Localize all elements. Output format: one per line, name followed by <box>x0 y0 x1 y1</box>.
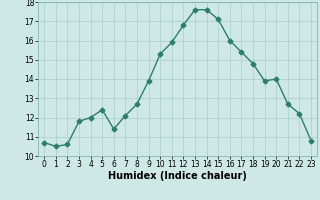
X-axis label: Humidex (Indice chaleur): Humidex (Indice chaleur) <box>108 171 247 181</box>
